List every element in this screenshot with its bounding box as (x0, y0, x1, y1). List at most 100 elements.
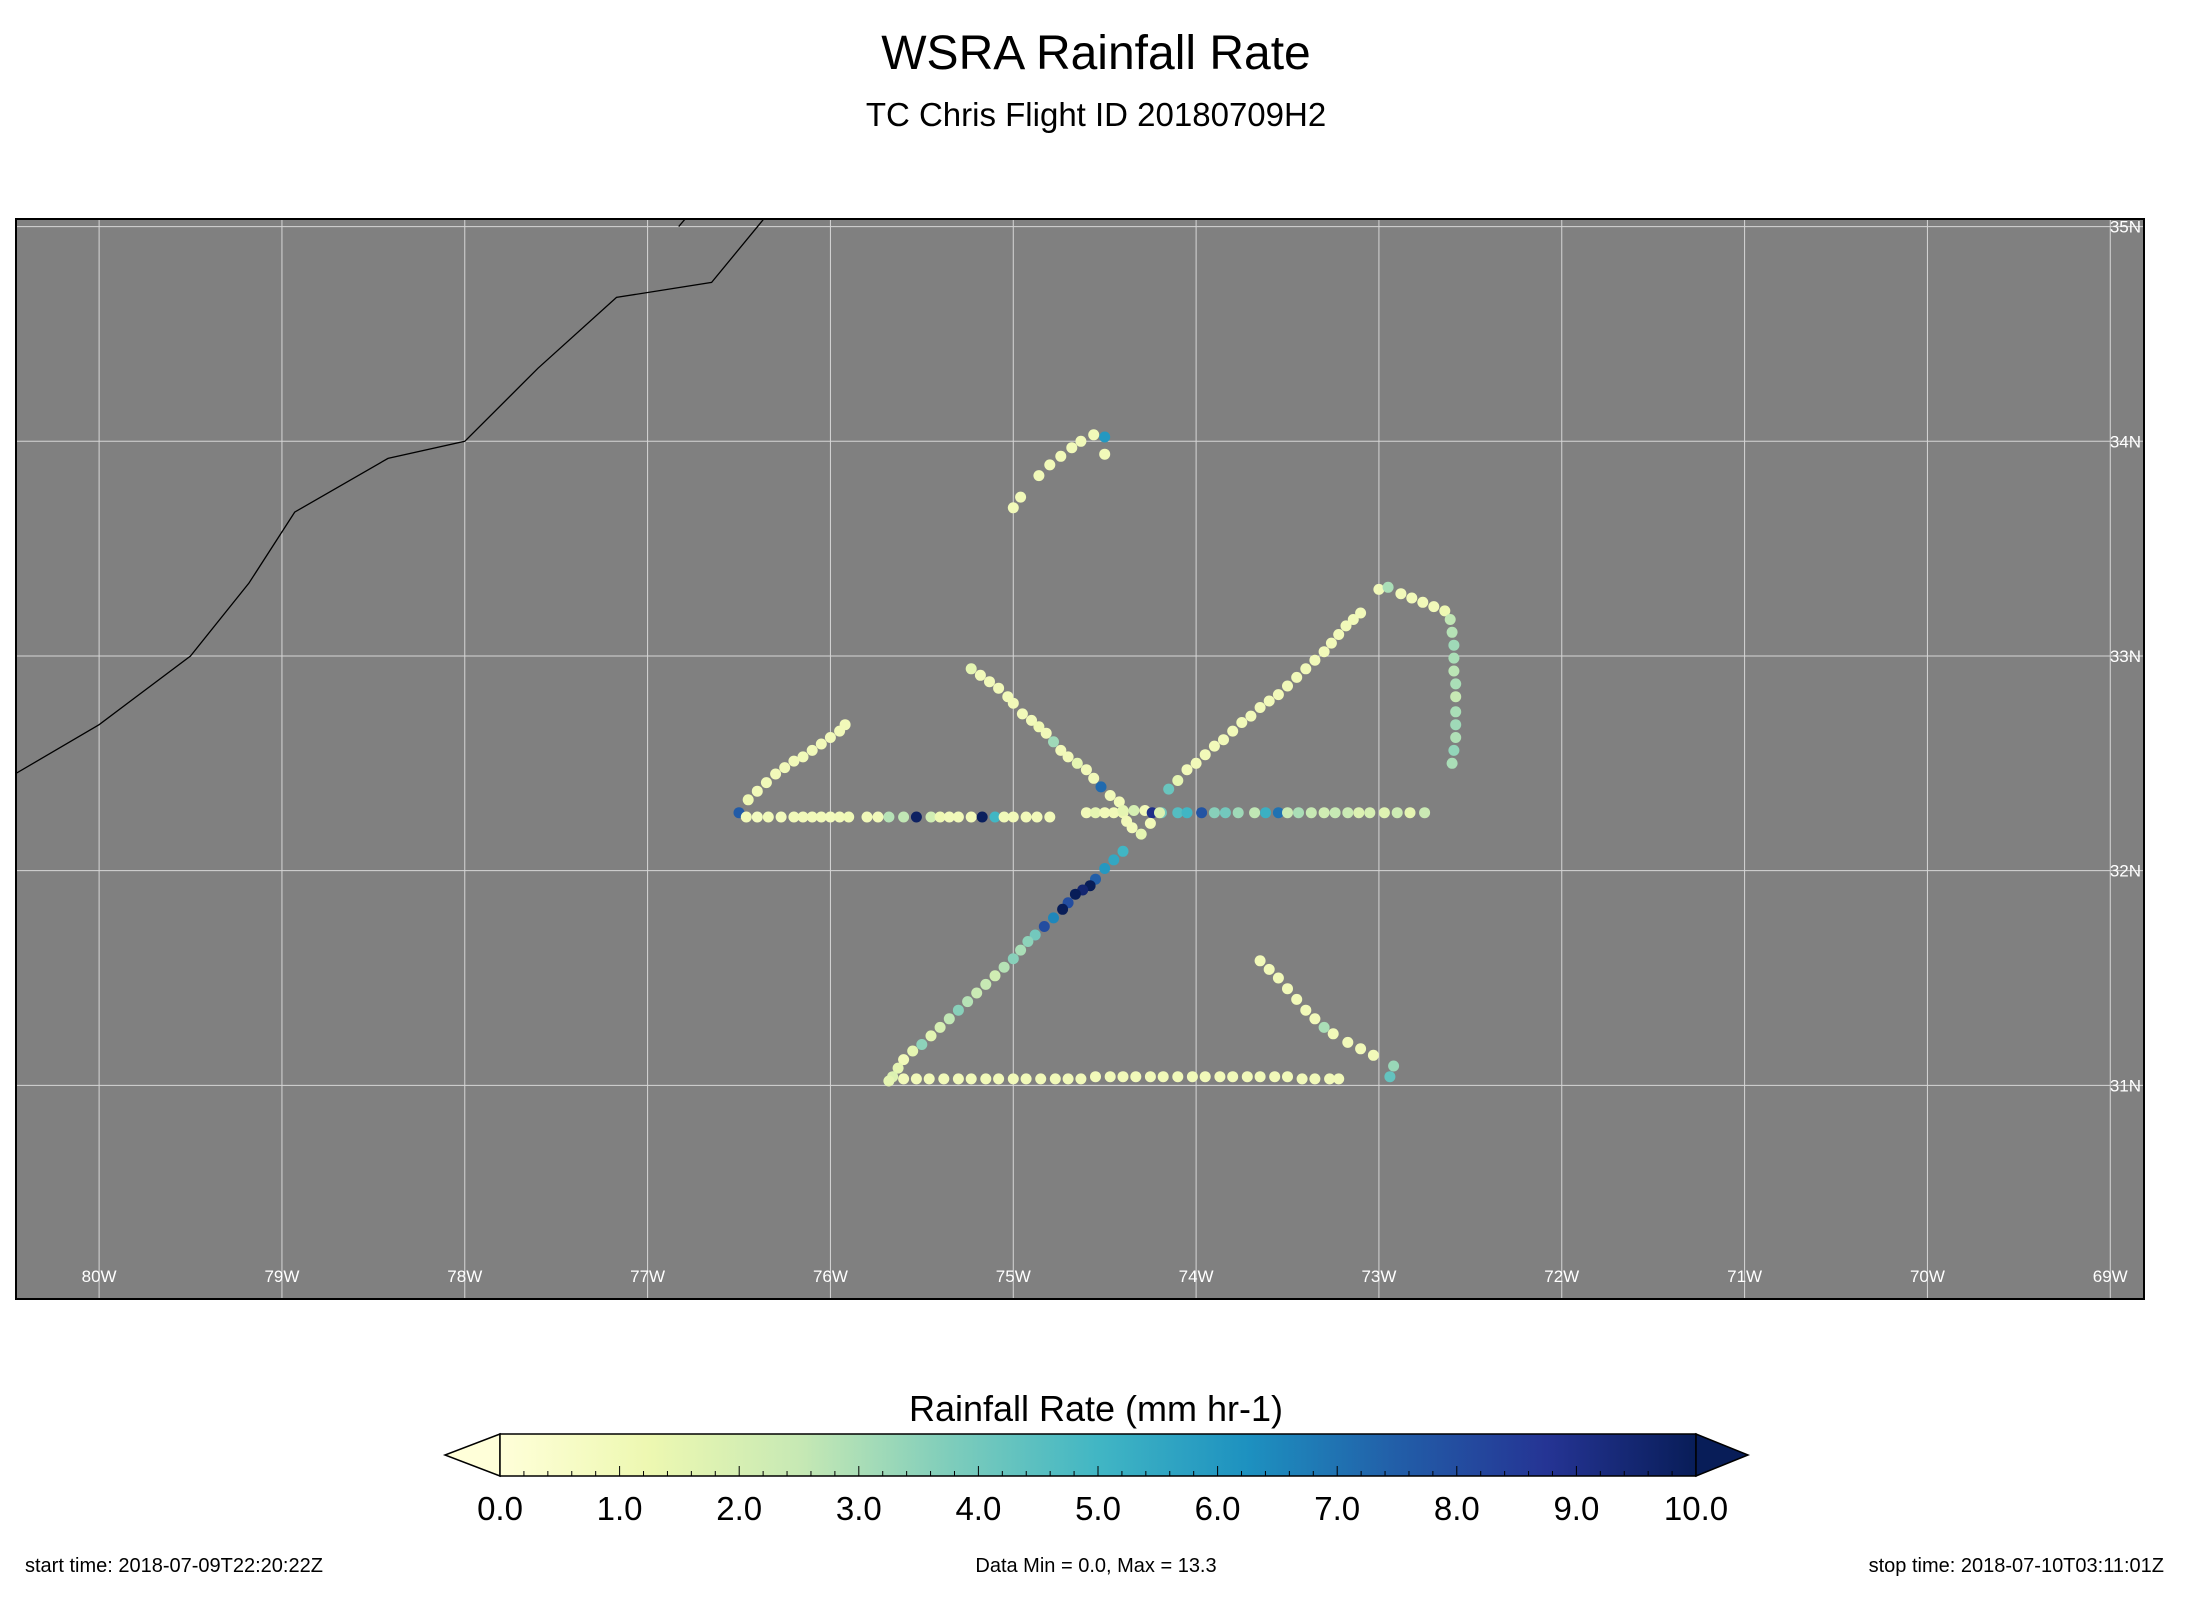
rain-rate-point (1324, 1073, 1336, 1085)
rain-rate-point (775, 811, 787, 823)
rain-rate-point (1282, 983, 1293, 995)
rain-rate-point (1417, 596, 1429, 608)
colorbar-tick-label: 6.0 (1194, 1490, 1241, 1527)
rain-rate-point (952, 1073, 964, 1085)
rain-rate-point (1367, 1049, 1379, 1061)
rain-rate-point (1020, 1073, 1032, 1085)
rain-rate-point (1172, 775, 1184, 786)
lat-label: 35N (2110, 218, 2141, 237)
rain-rate-point (934, 811, 946, 823)
colorbar-tick-label: 1.0 (596, 1490, 643, 1527)
rain-rate-point (925, 811, 937, 823)
rain-rate-point (1282, 680, 1293, 692)
rain-rate-point (1007, 697, 1019, 709)
rain-rate-point (1272, 807, 1284, 819)
lon-label: 77W (630, 1267, 665, 1286)
rain-rate-point (1404, 807, 1416, 819)
rain-rate-point (1057, 903, 1069, 915)
rain-rate-point (1007, 953, 1019, 965)
rain-rate-point (1031, 811, 1043, 823)
rain-rate-point (1448, 665, 1460, 677)
rain-rate-point (1044, 459, 1056, 471)
rain-rate-point (1448, 744, 1460, 756)
rain-rate-point (1108, 854, 1120, 866)
rain-rate-point (980, 1073, 992, 1085)
rain-rate-point (1048, 736, 1059, 748)
lat-label: 32N (2110, 862, 2141, 881)
rain-rate-point (1232, 807, 1244, 819)
rain-rate-point (1214, 1071, 1226, 1083)
rain-rate-point (824, 732, 836, 743)
rain-rate-point (1296, 1073, 1308, 1085)
rain-rate-point (861, 811, 873, 823)
rain-rate-point (1342, 1036, 1354, 1048)
rain-rate-point (1049, 1073, 1061, 1085)
rain-rate-point (934, 1021, 946, 1033)
rain-rate-point (1364, 807, 1376, 819)
rain-rate-point (1272, 972, 1284, 984)
rain-rate-point (834, 811, 846, 823)
lon-label: 69W (2093, 1267, 2128, 1286)
colorbar-tick-label: 3.0 (835, 1490, 882, 1527)
rain-rate-point (1181, 807, 1193, 819)
rain-rate-point (910, 1073, 922, 1085)
rain-rate-point (1428, 601, 1440, 613)
colorbar-tick-label: 4.0 (955, 1490, 1002, 1527)
rain-rate-point (1333, 1073, 1345, 1085)
rain-rate-point (1355, 607, 1367, 619)
rain-rate-point (1391, 807, 1403, 819)
rain-rate-point (1245, 710, 1257, 722)
lon-label: 74W (1179, 1267, 1214, 1286)
rain-rate-point (998, 961, 1010, 973)
rain-rate-point (1088, 772, 1100, 784)
rain-rate-point (740, 811, 752, 823)
rain-rate-point (923, 1073, 935, 1085)
rain-rate-point (1300, 1004, 1312, 1016)
rain-rate-point (1117, 805, 1129, 816)
rain-rate-point (1095, 781, 1107, 793)
rain-rate-point (1318, 646, 1330, 658)
rain-rate-point (898, 1054, 910, 1066)
colorbar-over-arrow (1695, 1432, 1751, 1478)
rain-rate-point (1450, 732, 1462, 743)
rain-rate-point (1199, 1071, 1211, 1083)
rain-rate-point (943, 1013, 955, 1025)
rain-rate-point (1007, 502, 1019, 514)
rain-rate-point (1199, 749, 1211, 761)
rain-rate-point (788, 811, 800, 823)
colorbar-under-arrow (442, 1432, 501, 1478)
rain-rate-point (965, 1073, 977, 1085)
rain-rate-point (1309, 1073, 1321, 1085)
rain-rate-point (1117, 845, 1129, 857)
rain-rate-point (1333, 629, 1345, 640)
rain-rate-point (1186, 1071, 1198, 1083)
rain-rate-point (815, 738, 827, 750)
rain-rate-point (1022, 936, 1034, 947)
rain-rate-point (1241, 1071, 1253, 1083)
lon-label: 78W (447, 1267, 482, 1286)
rain-rate-point (1015, 944, 1027, 956)
map-plot: 80W 79W 78W 77W 76W 75W 74W 73W 72W 71W 70W 69W 31N 3… (15, 218, 2145, 1300)
rain-rate-point (751, 811, 763, 823)
rain-rate-point (1373, 583, 1385, 595)
rain-rate-point (1144, 1071, 1156, 1083)
map-frame (15, 218, 2145, 1300)
lon-label: 76W (813, 1267, 848, 1286)
rain-rate-point (1075, 1073, 1087, 1085)
rain-rate-point (1117, 1071, 1129, 1083)
rain-rate-point (1015, 491, 1027, 503)
rain-rate-point (1088, 429, 1100, 441)
rain-rate-point (965, 663, 977, 675)
rain-rate-point (1260, 807, 1272, 819)
lon-label: 72W (1544, 1267, 1579, 1286)
rain-rate-point (1263, 963, 1275, 975)
rain-rate-point (1040, 727, 1052, 739)
rain-rate-point (1450, 678, 1462, 690)
rain-rate-point (1419, 807, 1431, 819)
rain-rate-point (1388, 1060, 1400, 1072)
rain-rate-point (1448, 652, 1460, 664)
rain-rate-point (1144, 817, 1156, 829)
rain-rate-point (1172, 807, 1184, 819)
start-time-label: start time: 2018-07-09T22:20:22Z (25, 1555, 323, 1577)
rain-rate-point (1080, 764, 1092, 776)
